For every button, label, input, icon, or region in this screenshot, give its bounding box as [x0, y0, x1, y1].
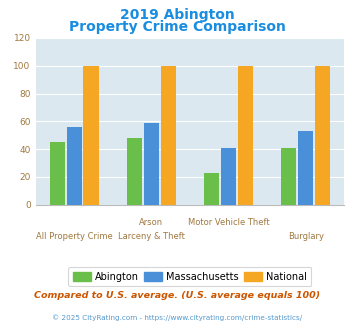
- Bar: [204, 173, 219, 205]
- Text: © 2025 CityRating.com - https://www.cityrating.com/crime-statistics/: © 2025 CityRating.com - https://www.city…: [53, 314, 302, 321]
- Bar: [298, 131, 313, 205]
- Text: Compared to U.S. average. (U.S. average equals 100): Compared to U.S. average. (U.S. average …: [34, 291, 321, 300]
- Bar: [281, 148, 296, 205]
- Bar: [144, 123, 159, 205]
- Text: Arson: Arson: [139, 218, 163, 227]
- Bar: [127, 138, 142, 205]
- Bar: [221, 148, 236, 205]
- Bar: [66, 127, 82, 205]
- Text: Larceny & Theft: Larceny & Theft: [118, 232, 185, 241]
- Legend: Abington, Massachusetts, National: Abington, Massachusetts, National: [69, 267, 311, 286]
- Bar: [160, 66, 176, 205]
- Text: All Property Crime: All Property Crime: [36, 232, 113, 241]
- Bar: [83, 66, 99, 205]
- Bar: [50, 142, 65, 205]
- Text: Burglary: Burglary: [288, 232, 324, 241]
- Text: Property Crime Comparison: Property Crime Comparison: [69, 20, 286, 34]
- Bar: [315, 66, 330, 205]
- Text: Motor Vehicle Theft: Motor Vehicle Theft: [188, 218, 269, 227]
- Text: 2019 Abington: 2019 Abington: [120, 8, 235, 22]
- Bar: [238, 66, 253, 205]
